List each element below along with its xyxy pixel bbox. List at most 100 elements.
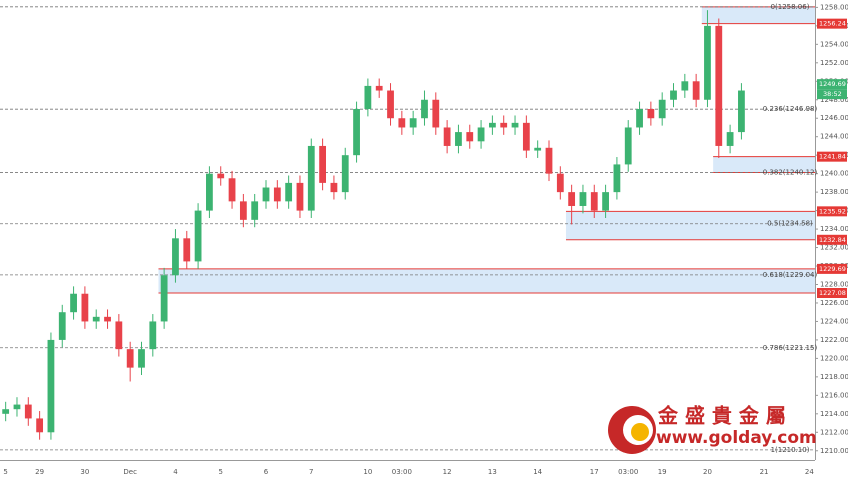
brand-url: www.golday.com (656, 428, 817, 448)
candle-body (138, 349, 145, 368)
candle-body (58, 312, 66, 340)
y-tick-label: 1214.00 (820, 410, 848, 418)
candle-body (602, 192, 609, 211)
candle-body (319, 145, 326, 183)
y-tick-label: 1216.00 (820, 391, 848, 399)
candle-body (285, 182, 293, 202)
y-tick-label: 1258.00 (820, 3, 848, 11)
x-tick-label: 5 (3, 468, 7, 476)
candle-body (36, 418, 44, 433)
candle-body (206, 173, 213, 211)
candle-body (307, 145, 315, 211)
candle-body (375, 85, 383, 91)
candle-body (115, 321, 123, 350)
candle-body (522, 122, 530, 151)
candle-body (47, 339, 55, 433)
candle-body (500, 122, 508, 128)
x-tick-label: 12 (443, 468, 452, 476)
x-tick-label: 19 (658, 468, 667, 476)
candle-body (126, 349, 134, 368)
candle-body (477, 127, 485, 142)
price-tag-label: 1232.84 (819, 236, 846, 244)
price-tag (817, 79, 847, 90)
candle-body (590, 192, 598, 211)
y-tick-label: 1210.00 (820, 447, 848, 455)
logo: 金 盛 貴 金 屬 www.golday.com (608, 404, 817, 454)
candle-body (24, 404, 32, 419)
price-tag (817, 18, 847, 29)
zone (158, 268, 815, 293)
candle-body (489, 122, 496, 128)
candle-body (704, 25, 711, 100)
candle-body (183, 238, 191, 262)
candle-body (692, 81, 700, 100)
candle-body (534, 147, 542, 151)
x-tick-label: 6 (264, 468, 269, 476)
x-tick-label: 20 (703, 468, 712, 476)
candle-body (466, 132, 474, 142)
price-tag-label: 1235.92 (819, 207, 846, 215)
y-tick-label: 1224.00 (820, 317, 848, 325)
candle-body (364, 85, 372, 109)
candle-body (239, 201, 247, 220)
price-tag-label: 1241.84 (819, 153, 846, 161)
price-tag (817, 206, 847, 217)
x-tick-label: 4 (173, 468, 178, 476)
y-tick-label: 1220.00 (820, 354, 848, 362)
x-tick-label: 30 (80, 468, 89, 476)
x-tick-label: 7 (309, 468, 313, 476)
x-tick-label: 21 (760, 468, 769, 476)
y-tick-label: 1228.00 (820, 280, 848, 288)
candle-body (251, 201, 259, 220)
candle-body (726, 132, 734, 146)
x-tick-label: 13 (488, 468, 497, 476)
candle-body (556, 173, 564, 193)
countdown-bg (817, 89, 847, 100)
y-tick-label: 1222.00 (820, 336, 848, 344)
price-tag-label: 1249.69 (819, 80, 846, 88)
candle-body (421, 99, 428, 119)
candle-body (330, 182, 338, 193)
candle-body (13, 404, 21, 410)
x-tick-label: 14 (533, 468, 542, 476)
y-tick-label: 1234.00 (820, 225, 848, 233)
candle-body (92, 316, 100, 322)
candle-body (387, 90, 394, 119)
candle-body (715, 25, 723, 146)
candle-body (228, 178, 236, 202)
candle-body (738, 90, 745, 133)
candle-body (2, 409, 10, 414)
candle-body (296, 182, 304, 211)
candle-body (217, 173, 225, 179)
fib-label: 0(1258.06) (771, 3, 810, 11)
price-tag (817, 263, 847, 274)
candle-body (262, 187, 270, 202)
price-tag-label: 1227.08 (819, 289, 846, 297)
y-tick-label: 1246.00 (820, 114, 848, 122)
candle-body (104, 316, 111, 322)
countdown: 38:52 (823, 90, 842, 98)
candle-body (409, 118, 417, 128)
candle-body (70, 293, 77, 313)
fib-label: 0.236(1246.98) (763, 105, 818, 113)
y-tick-label: 1226.00 (820, 299, 848, 307)
candle-body (613, 164, 621, 193)
y-tick-label: 1254.00 (820, 40, 848, 48)
candle-body (511, 122, 519, 128)
fib-label: 0.786(1221.15) (763, 344, 818, 352)
candle-body (568, 192, 576, 206)
price-tag (817, 234, 847, 245)
y-tick-label: 1238.00 (820, 188, 848, 196)
y-tick-label: 1240.00 (820, 170, 848, 178)
y-tick-label: 1252.00 (820, 59, 848, 67)
y-tick-label: 1244.00 (820, 133, 848, 141)
x-tick-label: 03:00 (618, 468, 638, 476)
candle-body (398, 118, 406, 128)
x-tick-label: 5 (218, 468, 222, 476)
candle-body (579, 192, 587, 206)
x-tick-label: 10 (363, 468, 372, 476)
x-tick-label: 24 (805, 468, 814, 476)
y-tick-label: 1232.00 (820, 244, 848, 252)
zone (713, 156, 815, 173)
